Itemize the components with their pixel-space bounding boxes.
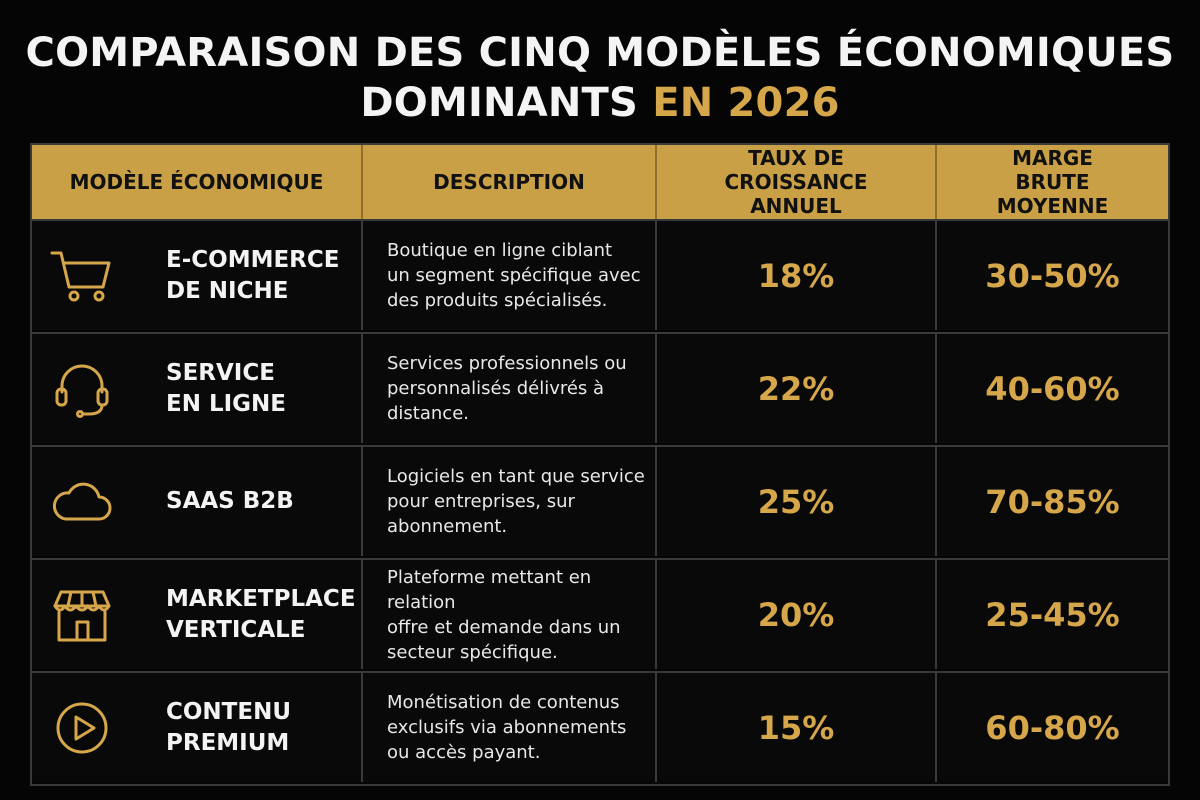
margin-value: 40-60% bbox=[985, 369, 1120, 408]
description-cell: Logiciels en tant que service pour entre… bbox=[363, 447, 657, 556]
description-cell: Plateforme mettant en relation offre et … bbox=[363, 560, 657, 669]
play-circle-icon bbox=[32, 673, 132, 782]
description-line: personnalisés délivrés à bbox=[387, 378, 605, 399]
description-line: pour entreprises, sur bbox=[387, 491, 575, 512]
description-line: Logiciels en tant que service bbox=[387, 466, 645, 487]
header-growth: TAUX DE CROISSANCE ANNUEL bbox=[657, 145, 937, 219]
title-line-2: DOMINANTS EN 2026 bbox=[0, 78, 1200, 128]
model-name: E-COMMERCE DE NICHE bbox=[166, 245, 339, 307]
growth-value: 20% bbox=[657, 560, 937, 669]
description-line: un segment spécifique avec bbox=[387, 265, 641, 286]
title-accent: EN 2026 bbox=[652, 80, 840, 126]
model-name: MARKETPLACE VERTICALE bbox=[166, 584, 356, 646]
model-name-line-1: SERVICE bbox=[166, 359, 275, 386]
title-line-2-text: DOMINANTS bbox=[360, 80, 639, 126]
description-line: exclusifs via abonnements bbox=[387, 717, 627, 738]
description-line: Plateforme mettant en relation bbox=[387, 566, 592, 613]
model-cell: SAAS B2B bbox=[32, 447, 363, 556]
model-name-line-2: VERTICALE bbox=[166, 616, 306, 643]
table-row: SERVICE EN LIGNE Services professionnels… bbox=[32, 332, 1168, 443]
description-line: des produits spécialisés. bbox=[387, 290, 608, 311]
model-name-line-2: EN LIGNE bbox=[166, 390, 287, 417]
model-name-line-1: CONTENU bbox=[166, 698, 292, 725]
shopping-cart-icon bbox=[32, 221, 132, 330]
page-title: COMPARAISON DES CINQ MODÈLES ÉCONOMIQUES… bbox=[0, 28, 1200, 128]
model-name: CONTENU PREMIUM bbox=[166, 697, 291, 759]
title-line-1: COMPARAISON DES CINQ MODÈLES ÉCONOMIQUES bbox=[25, 30, 1175, 76]
headset-icon bbox=[32, 334, 132, 443]
description-line: distance. bbox=[387, 403, 469, 424]
table-row: CONTENU PREMIUM Monétisation de contenus… bbox=[32, 671, 1168, 782]
description-cell: Monétisation de contenus exclusifs via a… bbox=[363, 673, 657, 782]
model-name-line-2: DE NICHE bbox=[166, 277, 289, 304]
description-line: secteur spécifique. bbox=[387, 641, 558, 663]
storefront-icon bbox=[32, 560, 132, 669]
model-name-line-2: PREMIUM bbox=[166, 729, 290, 756]
table-row: SAAS B2B Logiciels en tant que service p… bbox=[32, 445, 1168, 556]
table-header: MODÈLE ÉCONOMIQUE DESCRIPTION TAUX DE CR… bbox=[32, 145, 1168, 219]
margin-value: 70-85% bbox=[985, 482, 1120, 521]
model-cell: SERVICE EN LIGNE bbox=[32, 334, 363, 443]
model-name-line-1: MARKETPLACE bbox=[166, 585, 356, 612]
description-line: offre et demande dans un bbox=[387, 616, 621, 638]
margin-value: 25-45% bbox=[985, 595, 1120, 634]
growth-value: 15% bbox=[657, 673, 937, 782]
description-line: Monétisation de contenus bbox=[387, 692, 620, 713]
model-name: SERVICE EN LIGNE bbox=[166, 358, 286, 420]
description-line: abonnement. bbox=[387, 516, 508, 537]
cloud-icon bbox=[32, 447, 132, 556]
model-name-line-1: E-COMMERCE bbox=[166, 246, 340, 273]
header-model: MODÈLE ÉCONOMIQUE bbox=[32, 145, 363, 219]
margin-value: 60-80% bbox=[985, 708, 1120, 747]
description-cell: Boutique en ligne ciblant un segment spé… bbox=[363, 221, 657, 330]
description-line: ou accès payant. bbox=[387, 742, 541, 763]
growth-value: 18% bbox=[657, 221, 937, 330]
growth-value: 22% bbox=[657, 334, 937, 443]
comparison-table: MODÈLE ÉCONOMIQUE DESCRIPTION TAUX DE CR… bbox=[30, 143, 1170, 786]
growth-value: 25% bbox=[657, 447, 937, 556]
description-line: Services professionnels ou bbox=[387, 353, 627, 374]
margin-value: 30-50% bbox=[985, 256, 1120, 295]
description-line: Boutique en ligne ciblant bbox=[387, 240, 613, 261]
table-row: E-COMMERCE DE NICHE Boutique en ligne ci… bbox=[32, 219, 1168, 330]
model-cell: CONTENU PREMIUM bbox=[32, 673, 363, 782]
model-name-line-1: SAAS B2B bbox=[166, 488, 294, 514]
table-row: MARKETPLACE VERTICALE Plateforme mettant… bbox=[32, 558, 1168, 669]
description-cell: Services professionnels ou personnalisés… bbox=[363, 334, 657, 443]
header-margin: MARGE BRUTE MOYENNE bbox=[996, 146, 1109, 218]
model-name: SAAS B2B bbox=[166, 486, 294, 517]
model-cell: E-COMMERCE DE NICHE bbox=[32, 221, 363, 330]
header-description: DESCRIPTION bbox=[363, 145, 657, 219]
model-cell: MARKETPLACE VERTICALE bbox=[32, 560, 363, 669]
